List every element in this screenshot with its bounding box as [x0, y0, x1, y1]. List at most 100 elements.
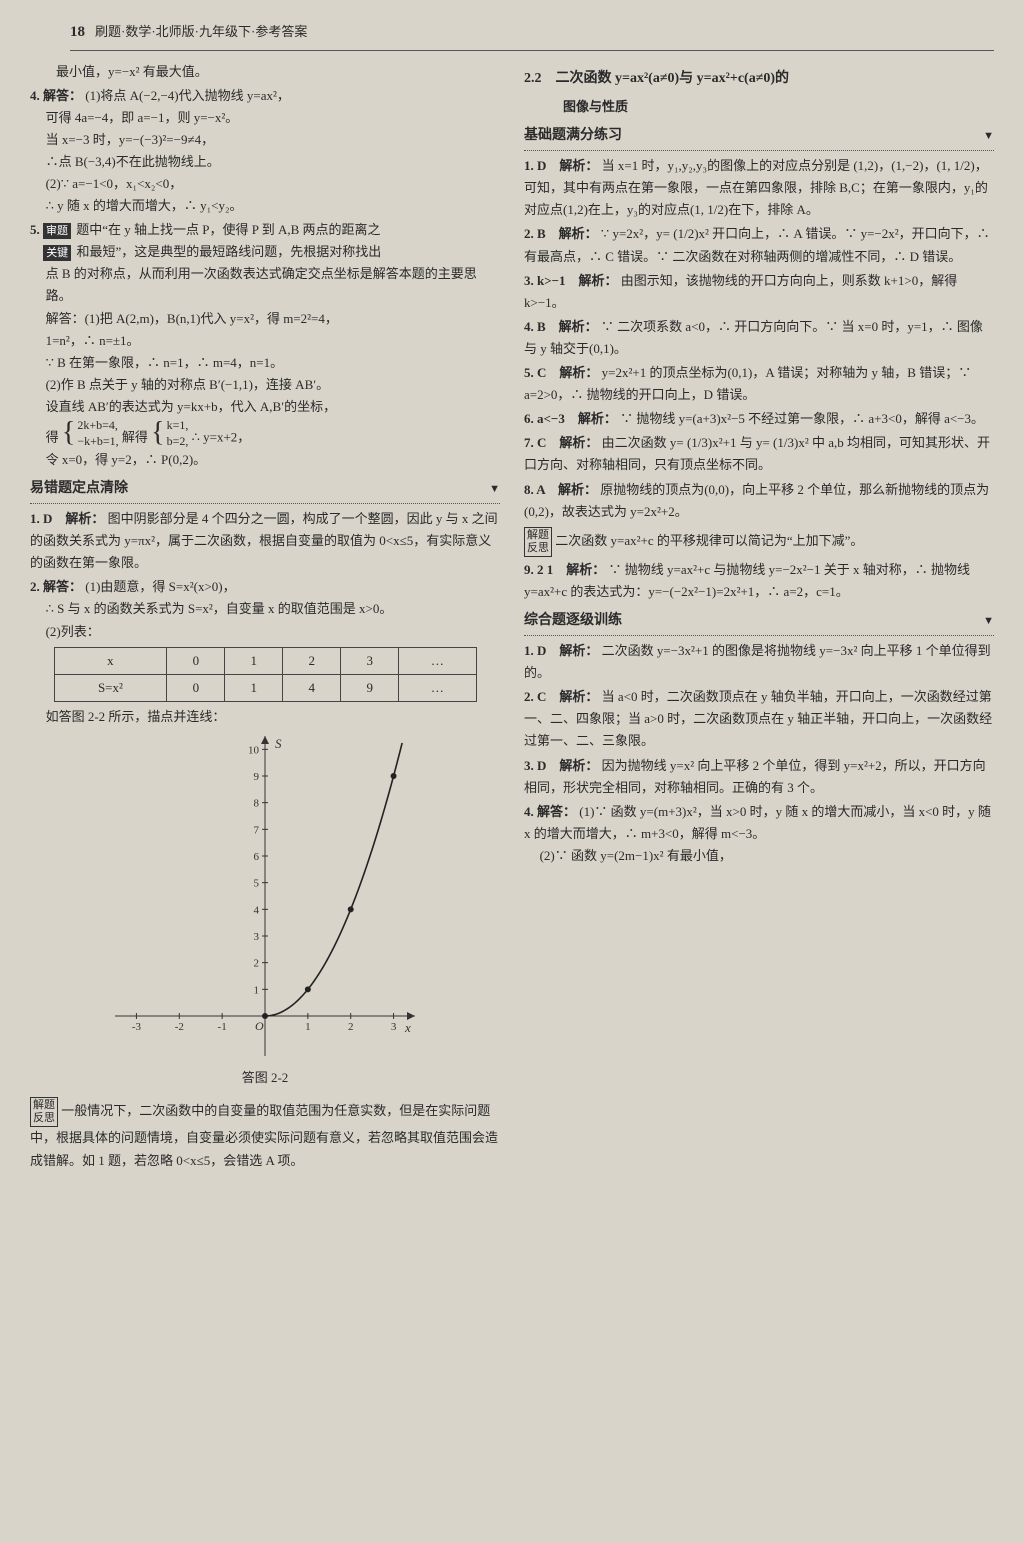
section-easy-wrong: 易错题定点清除 ▼ [30, 477, 500, 504]
r4-lead: 4. B 解析： [524, 319, 598, 334]
table-row: x 0 1 2 3 … [54, 647, 476, 674]
c4-l1: (1)∵ 函数 y=(m+3)x²，当 x>0 时，y 随 x 的增大而减小，当… [524, 804, 991, 841]
right-column: 2.2 二次函数 y=ax²(a≠0)与 y=ax²+c(a≠0)的 图像与性质… [524, 61, 994, 1172]
r8-reflection-box: 解题 反思 [524, 527, 552, 557]
table-row: S=x² 0 1 4 9 … [54, 674, 476, 701]
svg-text:2: 2 [254, 958, 260, 970]
graph-caption: 答图 2-2 [30, 1067, 500, 1089]
q4-l1: (1)将点 A(−2,−4)代入抛物线 y=ax²， [85, 88, 290, 103]
section-2-2: 2.2 二次函数 y=ax²(a≠0)与 y=ax²+c(a≠0)的 [524, 67, 994, 93]
q4-l5: (2)∵ a=−1<0，x₁<x₂<0， [46, 173, 500, 195]
c3-lead: 3. D 解析： [524, 758, 598, 773]
r8-lead: 8. A 解析： [524, 482, 597, 497]
e1-lead: 1. D 解析： [30, 511, 104, 526]
q5-l1: 题中“在 y 轴上找一点 P，使得 P 到 A,B 两点的距离之 [76, 222, 380, 237]
r3: 3. k>−1 解析： 由图示知，该抛物线的开口方向向上，则系数 k+1>0，解… [524, 270, 994, 314]
svg-text:-2: -2 [175, 1021, 184, 1033]
r3-lead: 3. k>−1 解析： [524, 273, 618, 288]
r7-lead: 7. C 解析： [524, 435, 598, 450]
svg-text:3: 3 [391, 1021, 397, 1033]
q4-l4: ∴点 B(−3,4)不在此抛物线上。 [46, 151, 500, 173]
q5-l3: 点 B 的对称点，从而利用一次函数表达式确定交点坐标是解答本题的主要思路。 [46, 263, 500, 307]
section-2-2-l2: 图像与性质 [524, 96, 994, 118]
q5-l10: 令 x=0，得 y=2，∴ P(0,2)。 [46, 449, 500, 471]
q5-l2: 和最短”，这是典型的最短路线问题，先根据对称找出 [76, 244, 381, 259]
q5-l6: ∵ B 在第一象限，∴ n=1，∴ m=4，n=1。 [46, 352, 500, 374]
top-line: 最小值，y=−x² 有最大值。 [30, 61, 500, 83]
e2: 2. 解答： (1)由题意，得 S=x²(x>0)， ∴ S 与 x 的函数关系… [30, 576, 500, 1089]
svg-text:1: 1 [254, 984, 260, 996]
svg-text:-1: -1 [218, 1021, 227, 1033]
r2-lead: 2. B 解析： [524, 226, 598, 241]
e2-lead: 2. 解答： [30, 579, 82, 594]
svg-text:7: 7 [254, 824, 260, 836]
q5-box2: 关键 [43, 245, 71, 261]
e1: 1. D 解析： 图中阴影部分是 4 个四分之一圆，构成了一个整圆，因此 y 与… [30, 508, 500, 574]
page-number: 18 [70, 20, 85, 46]
svg-text:10: 10 [248, 744, 260, 756]
svg-text:4: 4 [254, 904, 260, 916]
value-table: x 0 1 2 3 … S=x² 0 1 4 9 … [54, 647, 477, 702]
header-title: 刷题·数学·北师版·九年级下·参考答案 [95, 21, 307, 43]
content: 最小值，y=−x² 有最大值。 4. 解答： (1)将点 A(−2,−4)代入抛… [30, 61, 994, 1172]
e2-l4: 如答图 2-2 所示，描点并连线： [46, 706, 500, 728]
section-easy-wrong-label: 易错题定点清除 [30, 477, 128, 501]
q4-l6: ∴ y 随 x 的增大而增大，∴ y₁<y₂。 [46, 195, 500, 217]
left-column: 最小值，y=−x² 有最大值。 4. 解答： (1)将点 A(−2,−4)代入抛… [30, 61, 500, 1172]
r8: 8. A 解析： 原抛物线的顶点为(0,0)，向上平移 2 个单位，那么新抛物线… [524, 479, 994, 558]
svg-text:3: 3 [254, 931, 260, 943]
svg-text:9: 9 [254, 771, 260, 783]
r1: 1. D 解析： 当 x=1 时，y₁,y₂,y₃的图像上的对应点分别是 (1,… [524, 155, 994, 221]
r2: 2. B 解析： ∵ y=2x²，y= (1/2)x² 开口向上，∴ A 错误。… [524, 223, 994, 267]
q5-l9-post: ∴ y=x+2， [192, 429, 251, 444]
r9: 9. 2 1 解析： ∵ 抛物线 y=ax²+c 与抛物线 y=−2x²−1 关… [524, 559, 994, 603]
q4: 4. 解答： (1)将点 A(−2,−4)代入抛物线 y=ax²， 可得 4a=… [30, 85, 500, 218]
e2-l3: (2)列表： [46, 621, 500, 643]
reflection-left: 解题 反思 一般情况下，二次函数中的自变量的取值范围为任意实数，但是在实际问题中… [30, 1097, 500, 1172]
q5-l4: 解答：(1)把 A(2,m)，B(n,1)代入 y=x²，得 m=2²=4， [46, 308, 500, 330]
graph-wrap: -3-2-112312345678910SxO 答图 2-2 [30, 736, 500, 1089]
c3: 3. D 解析： 因为抛物线 y=x² 向上平移 2 个单位，得到 y=x²+2… [524, 755, 994, 799]
c2-lead: 2. C 解析： [524, 689, 598, 704]
q4-l2: 可得 4a=−4，即 a=−1，则 y=−x²。 [46, 107, 500, 129]
q5-l9: 得 {2k+b=4,−k+b=1, 解得 {k=1,b=2, ∴ y=x+2， [46, 418, 500, 449]
e2-l1: (1)由题意，得 S=x²(x>0)， [85, 579, 235, 594]
section-2-2-l1: 2.2 二次函数 y=ax²(a≠0)与 y=ax²+c(a≠0)的 [524, 67, 789, 91]
q5-l7: (2)作 B 点关于 y 轴的对称点 B′(−1,1)，连接 AB′。 [46, 374, 500, 396]
svg-text:S: S [275, 736, 282, 751]
r7: 7. C 解析： 由二次函数 y= (1/3)x²+1 与 y= (1/3)x²… [524, 432, 994, 476]
q4-l3: 当 x=−3 时，y=−(−3)²=−9≠4， [46, 129, 500, 151]
q5-l9-pre: 得 [46, 429, 59, 444]
c4-lead: 4. 解答： [524, 804, 576, 819]
r6: 6. a<−3 解析： ∵ 抛物线 y=(a+3)x²−5 不经过第一象限，∴ … [524, 408, 994, 430]
svg-text:1: 1 [305, 1021, 311, 1033]
section-basic: 基础题满分练习 ▼ [524, 124, 994, 151]
q5-l9-mid: 解得 [122, 429, 148, 444]
parabola-graph: -3-2-112312345678910SxO [115, 736, 415, 1056]
triangle-icon: ▼ [983, 612, 994, 631]
c4: 4. 解答： (1)∵ 函数 y=(m+3)x²，当 x>0 时，y 随 x 的… [524, 801, 994, 867]
svg-text:2: 2 [348, 1021, 354, 1033]
q5-l8: 设直线 AB′的表达式为 y=kx+b，代入 A,B′的坐标， [46, 396, 500, 418]
r8-box-text: 二次函数 y=ax²+c 的平移规律可以简记为“上加下减”。 [555, 533, 863, 548]
section-comprehensive: 综合题逐级训练 ▼ [524, 609, 994, 636]
svg-text:x: x [404, 1020, 411, 1035]
q4-lead: 4. 解答： [30, 88, 82, 103]
reflection-box: 解题 反思 [30, 1097, 58, 1127]
section-basic-label: 基础题满分练习 [524, 124, 622, 148]
triangle-icon: ▼ [983, 127, 994, 146]
triangle-icon: ▼ [489, 480, 500, 499]
r4: 4. B 解析： ∵ 二次项系数 a<0，∴ 开口方向向下。∵ 当 x=0 时，… [524, 316, 994, 360]
svg-text:O: O [255, 1019, 264, 1033]
q5-l5: 1=n²，∴ n=±1。 [46, 330, 500, 352]
svg-text:8: 8 [254, 798, 260, 810]
e2-l2: ∴ S 与 x 的函数关系式为 S=x²，自变量 x 的取值范围是 x>0。 [46, 598, 500, 620]
svg-text:5: 5 [254, 878, 260, 890]
r5-lead: 5. C 解析： [524, 365, 598, 380]
svg-text:6: 6 [254, 851, 260, 863]
q5-box1: 审题 [43, 223, 71, 239]
r1-lead: 1. D 解析： [524, 158, 598, 173]
r6-lead: 6. a<−3 解析： [524, 411, 617, 426]
q5-lead: 5. [30, 222, 40, 237]
q5: 5. 审题 题中“在 y 轴上找一点 P，使得 P 到 A,B 两点的距离之 关… [30, 219, 500, 471]
